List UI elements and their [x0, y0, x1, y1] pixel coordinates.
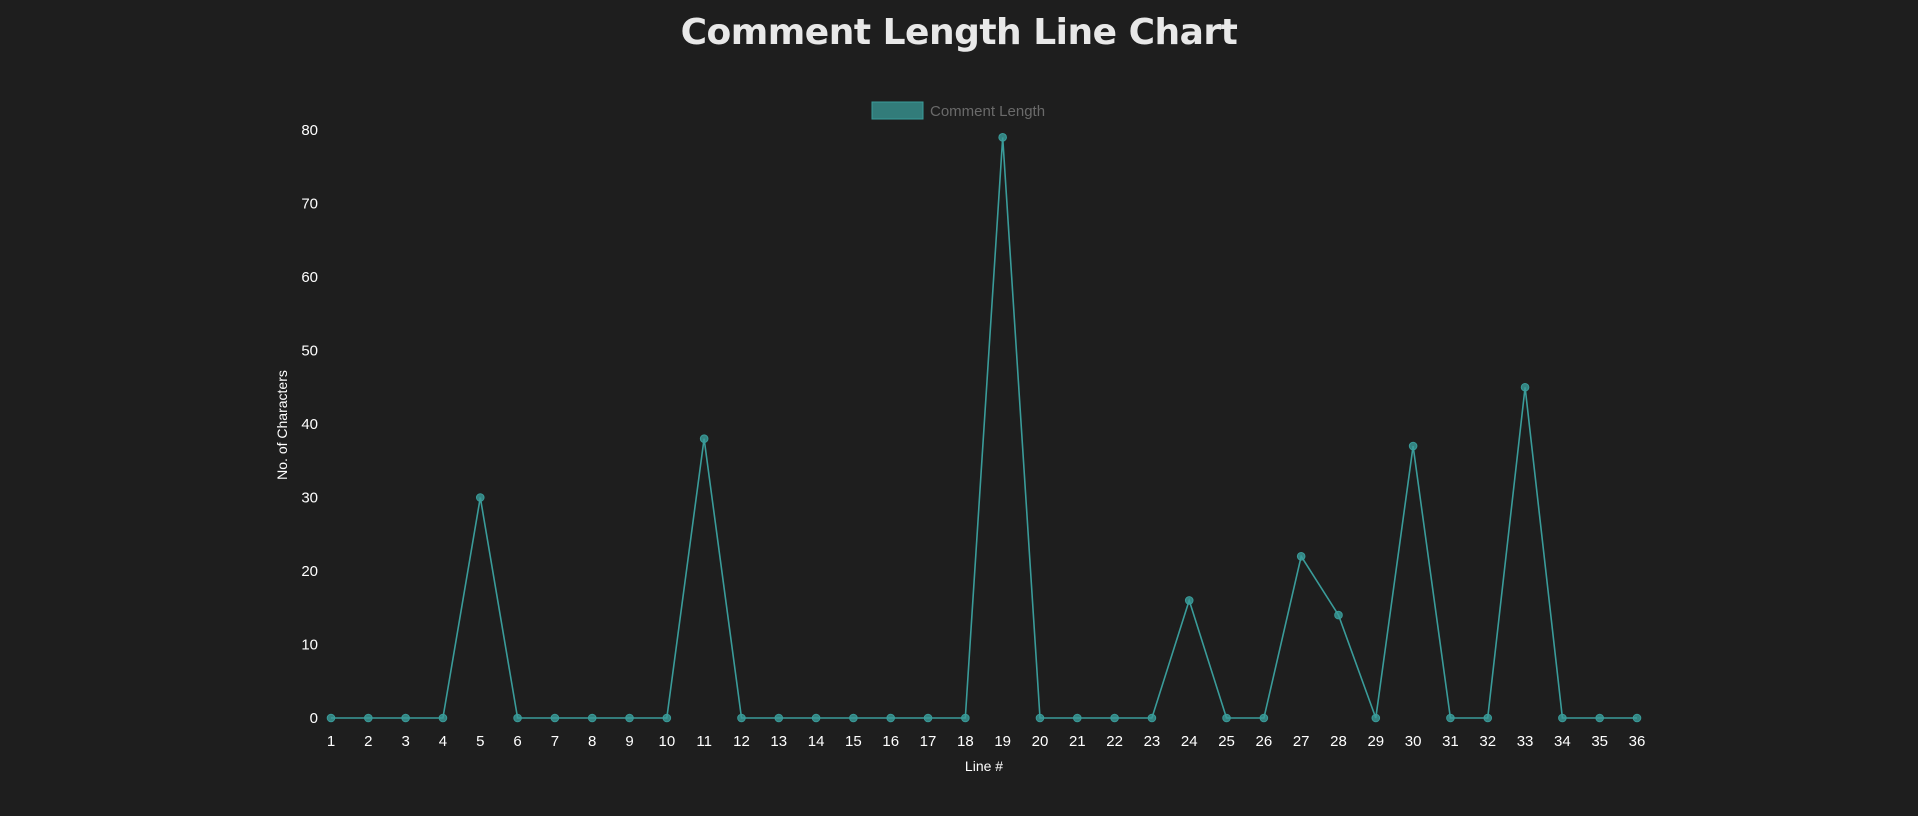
data-point[interactable]	[1595, 713, 1604, 723]
x-tick-label: 3	[401, 733, 409, 750]
data-point[interactable]	[1184, 596, 1194, 605]
data-point[interactable]	[1371, 713, 1381, 723]
data-point[interactable]	[774, 713, 784, 723]
data-point[interactable]	[401, 713, 410, 723]
x-tick-label: 17	[920, 733, 937, 750]
x-tick-label: 35	[1591, 733, 1608, 750]
x-tick-label: 24	[1181, 733, 1198, 750]
x-tick-label: 14	[808, 733, 825, 750]
data-point[interactable]	[1222, 713, 1231, 723]
y-tick-label: 0	[310, 710, 318, 727]
x-tick-label: 8	[588, 733, 596, 750]
x-tick-label: 6	[513, 733, 521, 750]
x-axis-title: Line #	[965, 758, 1003, 774]
x-tick-label: 30	[1405, 733, 1422, 750]
x-tick-label: 18	[957, 733, 974, 750]
data-point[interactable]	[923, 713, 933, 723]
data-point[interactable]	[1408, 441, 1418, 451]
y-tick-label: 70	[301, 196, 318, 213]
x-tick-label: 19	[994, 733, 1011, 750]
data-points	[326, 133, 1642, 723]
data-point[interactable]	[587, 713, 597, 723]
data-point[interactable]	[1296, 552, 1306, 561]
x-tick-label: 16	[882, 733, 899, 750]
x-tick-label: 23	[1144, 733, 1161, 750]
data-point[interactable]	[1147, 713, 1157, 723]
y-tick-label: 30	[301, 490, 318, 507]
y-tick-label: 80	[301, 122, 318, 139]
legend-swatch	[871, 101, 924, 120]
series-line-comment-length	[331, 137, 1637, 719]
legend-label: Comment Length	[930, 103, 1045, 120]
legend[interactable]: Comment Length	[871, 101, 1045, 120]
x-tick-label: 12	[733, 733, 750, 750]
y-tick-label: 50	[301, 343, 318, 360]
x-tick-label: 10	[658, 733, 675, 750]
x-tick-label: 28	[1330, 733, 1347, 750]
x-tick-label: 27	[1293, 733, 1310, 750]
data-point[interactable]	[1035, 713, 1045, 723]
data-point[interactable]	[737, 713, 746, 723]
x-tick-label: 26	[1256, 733, 1273, 750]
x-tick-label: 32	[1479, 733, 1496, 750]
x-tick-label: 22	[1106, 733, 1123, 750]
data-point[interactable]	[1259, 713, 1269, 723]
page-title: Comment Length Line Chart	[680, 12, 1238, 53]
x-tick-label: 2	[364, 733, 372, 750]
data-point[interactable]	[326, 713, 336, 723]
x-tick-label: 5	[476, 733, 484, 750]
data-point[interactable]	[1558, 713, 1567, 723]
x-tick-label: 31	[1442, 733, 1459, 750]
data-point[interactable]	[1520, 382, 1530, 392]
x-tick-label: 9	[625, 733, 633, 750]
data-point[interactable]	[1446, 713, 1455, 723]
data-point[interactable]	[364, 713, 373, 723]
data-point[interactable]	[550, 713, 560, 723]
data-point[interactable]	[886, 713, 896, 723]
y-tick-label: 20	[301, 563, 318, 580]
x-tick-label: 7	[551, 733, 559, 750]
x-tick-label: 34	[1554, 733, 1571, 750]
x-tick-label: 33	[1517, 733, 1534, 750]
y-tick-label: 40	[301, 416, 318, 433]
x-tick-label: 13	[770, 733, 787, 750]
x-tick-label: 11	[696, 733, 712, 750]
data-point[interactable]	[662, 713, 672, 723]
x-tick-label: 20	[1032, 733, 1049, 750]
x-tick-label: 21	[1069, 733, 1086, 750]
y-tick-label: 60	[301, 269, 318, 286]
data-point[interactable]	[961, 713, 970, 723]
data-point[interactable]	[513, 713, 522, 723]
x-tick-label: 4	[439, 733, 447, 750]
x-tick-label: 15	[845, 733, 862, 750]
y-tick-label: 10	[301, 637, 318, 654]
y-axis-ticks: 0 10 20 30 40 50 60 70 80	[301, 122, 318, 727]
y-axis-title: No. of Characters	[274, 370, 290, 480]
data-point[interactable]	[811, 713, 821, 723]
data-point[interactable]	[1632, 713, 1642, 723]
data-point[interactable]	[625, 713, 634, 723]
x-axis-ticks: 1 2 3 4 5 6 7 8 9 10 11 12 13 14 15 16 17 18 19 20 21 22 23 24 2…	[327, 733, 1646, 750]
data-point[interactable]	[1110, 713, 1119, 723]
data-point[interactable]	[438, 713, 448, 723]
data-point[interactable]	[475, 493, 485, 502]
data-point[interactable]	[1072, 713, 1082, 723]
data-point[interactable]	[1334, 610, 1343, 620]
x-tick-label: 36	[1629, 733, 1646, 750]
x-tick-label: 29	[1367, 733, 1384, 750]
data-point[interactable]	[1483, 713, 1493, 723]
data-point[interactable]	[849, 713, 858, 723]
x-tick-label: 25	[1218, 733, 1235, 750]
data-point[interactable]	[998, 133, 1007, 142]
x-tick-label: 1	[327, 733, 335, 750]
data-point[interactable]	[699, 434, 709, 444]
